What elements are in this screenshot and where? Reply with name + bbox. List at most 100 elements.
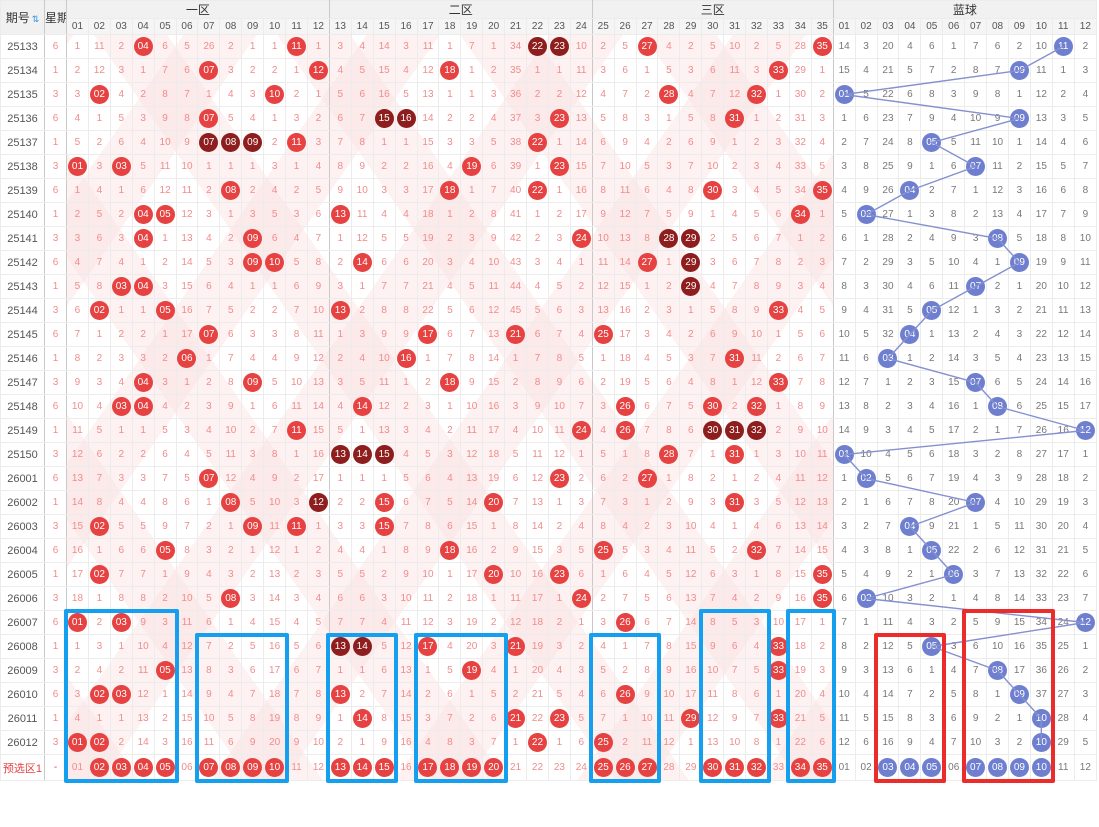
miss-count: 2 (1016, 737, 1023, 748)
miss-count: 5 (271, 209, 278, 220)
miss-count: 7 (753, 713, 760, 724)
weekday-cell: 3 (44, 658, 67, 683)
red-ball: 27 (637, 758, 657, 777)
grid-cell: 15 (66, 514, 89, 539)
grid-cell: 6 (898, 82, 922, 107)
miss-count: 17 (1013, 665, 1025, 676)
red-ball: 17 (418, 325, 438, 344)
grid-cell: 3 (482, 82, 506, 107)
grid-cell: 08 (219, 178, 243, 203)
miss-count: 14 (575, 137, 587, 148)
grid-cell: 7 (613, 82, 637, 107)
miss-count: 5 (447, 665, 453, 676)
grid-cell: 10 (569, 34, 593, 59)
red-ball: 35 (812, 181, 832, 200)
grid-cell: 7 (832, 250, 856, 275)
grid-cell: 14 (1007, 586, 1031, 611)
miss-count: 7 (184, 521, 190, 532)
grid-cell: 4 (394, 202, 418, 227)
grid-cell: 6 (460, 298, 484, 323)
grid-cell: 1 (657, 106, 681, 131)
grid-cell: 02 (87, 82, 111, 107)
miss-count: 2 (731, 545, 738, 556)
grid-cell: 1 (920, 322, 944, 347)
grid-cell: 12 (986, 178, 1009, 203)
miss-count: 6 (96, 449, 103, 460)
miss-count: 8 (731, 689, 738, 700)
grid-cell: 6 (854, 346, 878, 371)
grid-cell: 5 (547, 682, 571, 707)
miss-count: 6 (929, 281, 935, 292)
red-ball: 01 (67, 733, 87, 752)
grid-cell: 1 (1073, 634, 1098, 659)
miss-count: 8 (929, 497, 935, 508)
miss-count: 5 (841, 569, 847, 580)
miss-count: 1 (118, 305, 125, 316)
miss-count: 7 (907, 497, 913, 508)
sort-icon[interactable]: ⇅ (31, 14, 40, 24)
grid-cell: 4 (723, 586, 747, 611)
miss-count: 10 (225, 425, 237, 436)
miss-count: 8 (753, 737, 760, 748)
miss-count: 11 (466, 425, 477, 436)
miss-count: 2 (425, 689, 431, 700)
grid-cell: 15 (1029, 154, 1053, 179)
miss-count: 10 (816, 425, 828, 436)
miss-count: 2 (447, 593, 453, 604)
grid-cell: 4 (1073, 706, 1098, 731)
grid-cell: 1 (66, 634, 89, 659)
miss-count: 9 (775, 281, 782, 292)
grid-cell: 1 (526, 154, 549, 179)
miss-count: 3 (1082, 689, 1089, 700)
miss-count: 1 (885, 377, 891, 388)
miss-count: 2 (447, 113, 453, 124)
miss-count: 1 (578, 617, 585, 628)
grid-cell: 6 (175, 490, 199, 515)
grid-cell: 23 (547, 466, 571, 491)
grid-cell: 3 (153, 730, 177, 755)
grid-cell: 3 (876, 418, 900, 443)
grid-cell: 2 (328, 250, 352, 275)
miss-count: 15 (685, 641, 697, 652)
miss-count: 1 (403, 377, 409, 388)
miss-count: 16 (1079, 377, 1091, 388)
miss-count: 3 (293, 497, 300, 508)
miss-count: 2 (578, 473, 585, 484)
miss-count: 4 (709, 281, 716, 292)
miss-count: 16 (181, 305, 193, 316)
grid-cell: 6 (679, 418, 703, 443)
miss-count: 5 (534, 305, 541, 316)
grid-cell: 7 (679, 154, 703, 179)
grid-cell: 8 (219, 370, 243, 395)
miss-count: 9 (512, 545, 519, 556)
grid-cell: 15 (810, 538, 834, 563)
grid-cell: 4 (241, 106, 265, 131)
issue-column-header[interactable]: 期号 ⇅ (0, 0, 45, 35)
grid-cell: 10 (832, 322, 856, 347)
miss-count: 4 (403, 65, 409, 76)
issue-cell: 26011 (0, 706, 45, 731)
grid-cell: 29 (1051, 730, 1075, 755)
miss-count: 36 (1035, 665, 1047, 676)
miss-count: 02 (860, 762, 872, 773)
miss-count: 9 (1060, 257, 1067, 268)
miss-count: 4 (315, 161, 322, 172)
grid-cell: 5 (263, 370, 287, 395)
miss-count: 1 (315, 89, 322, 100)
miss-count: 28 (663, 762, 675, 773)
miss-count: 1 (425, 665, 431, 676)
grid-cell: 1 (263, 34, 287, 59)
grid-cell: 6 (810, 730, 834, 755)
grid-cell: 1 (986, 250, 1009, 275)
miss-count: 13 (838, 401, 850, 412)
blue-ball: 05 (922, 637, 942, 656)
miss-count: 21 (510, 762, 522, 773)
grid-cell: 4 (810, 130, 834, 155)
chart-row: 26009 3 2 4 2 11 05 13 8 3 6 17 6 7 1 1 6 13 1 5 19 4 1 20 4 3 5 2 8… (0, 658, 1098, 683)
grid-cell: 26 (613, 754, 637, 781)
grid-cell: 3 (832, 154, 856, 179)
miss-count: 4 (447, 641, 453, 652)
miss-count: 11 (729, 65, 740, 76)
miss-count: 14 (71, 497, 84, 508)
grid-cell: 5 (591, 442, 615, 467)
